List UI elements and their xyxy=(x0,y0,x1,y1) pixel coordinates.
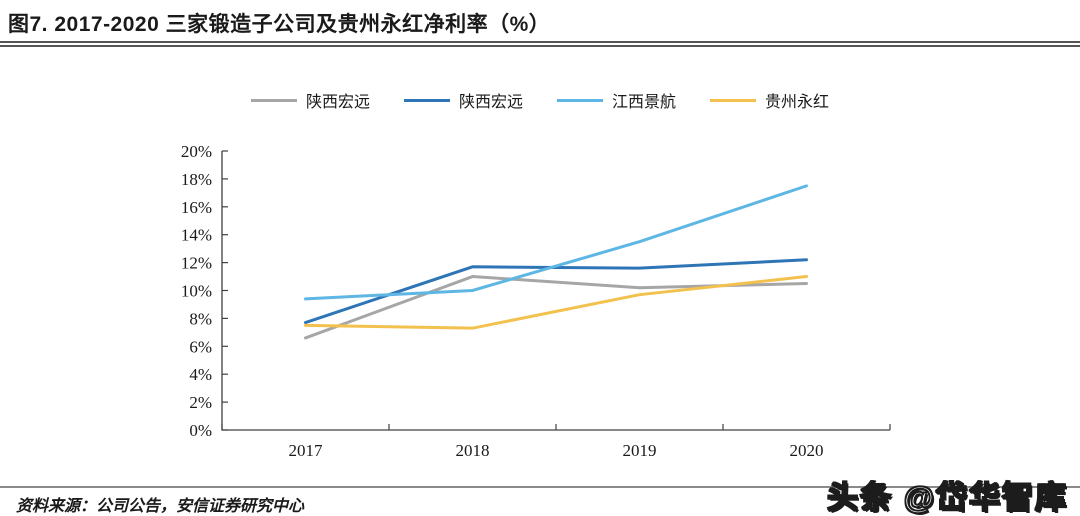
y-tick-label: 12% xyxy=(181,254,212,273)
line-chart: 0% 2% 4% 6% 8% 10% 12% 14% 16% 18% 20% 2017 2018 2019… xyxy=(181,142,891,460)
figure-title: 图7. 2017-2020 三家锻造子公司及贵州永红净利率（%） xyxy=(8,13,551,36)
legend-label: 江西景航 xyxy=(612,94,677,111)
legend-label: 陕西宏远 xyxy=(305,94,370,111)
watermark: 头条 @岱华智库 xyxy=(826,479,1068,516)
legend-item: 江西景航 xyxy=(557,88,676,112)
y-tick-label: 8% xyxy=(189,309,212,328)
title-divider xyxy=(0,41,1080,47)
legend-item: 陕西宏远 xyxy=(250,88,370,112)
source-note: 资料来源：公司公告，安信证券研究中心 xyxy=(16,498,305,515)
legend-line-swatch xyxy=(557,98,603,102)
legend-item: 贵州永红 xyxy=(710,88,829,112)
y-tick-label: 4% xyxy=(189,365,212,384)
x-tick-label: 2020 xyxy=(790,441,824,460)
legend-line-swatch xyxy=(403,98,450,102)
y-tick-label: 6% xyxy=(189,337,212,356)
y-tick-label: 14% xyxy=(181,226,212,245)
y-tick-label: 16% xyxy=(181,198,212,217)
x-tick-label: 2019 xyxy=(623,441,657,460)
footer-divider xyxy=(0,486,1080,488)
chart-region: 0% 2% 4% 6% 8% 10% 12% 14% 16% 18% 20% 2017 2018 2019… xyxy=(140,141,930,471)
legend-line-swatch xyxy=(250,98,297,102)
series-line xyxy=(304,184,808,301)
series-line xyxy=(304,275,808,330)
x-tick-label: 2017 xyxy=(289,441,324,460)
legend-label: 贵州永红 xyxy=(765,94,830,111)
legend-label: 陕西宏远 xyxy=(458,94,523,111)
y-tick-label: 0% xyxy=(189,421,212,440)
series-line xyxy=(304,258,808,325)
y-tick-label: 20% xyxy=(181,142,212,161)
legend-item: 陕西宏远 xyxy=(403,88,523,112)
legend-line-swatch xyxy=(710,98,757,102)
chart-legend: 陕西宏远 陕西宏远 江西景航 贵州永红 xyxy=(150,88,930,112)
y-tick-label: 2% xyxy=(189,393,212,412)
y-tick-label: 18% xyxy=(181,170,212,189)
x-tick-label: 2018 xyxy=(456,441,490,460)
y-tick-label: 10% xyxy=(181,282,212,301)
